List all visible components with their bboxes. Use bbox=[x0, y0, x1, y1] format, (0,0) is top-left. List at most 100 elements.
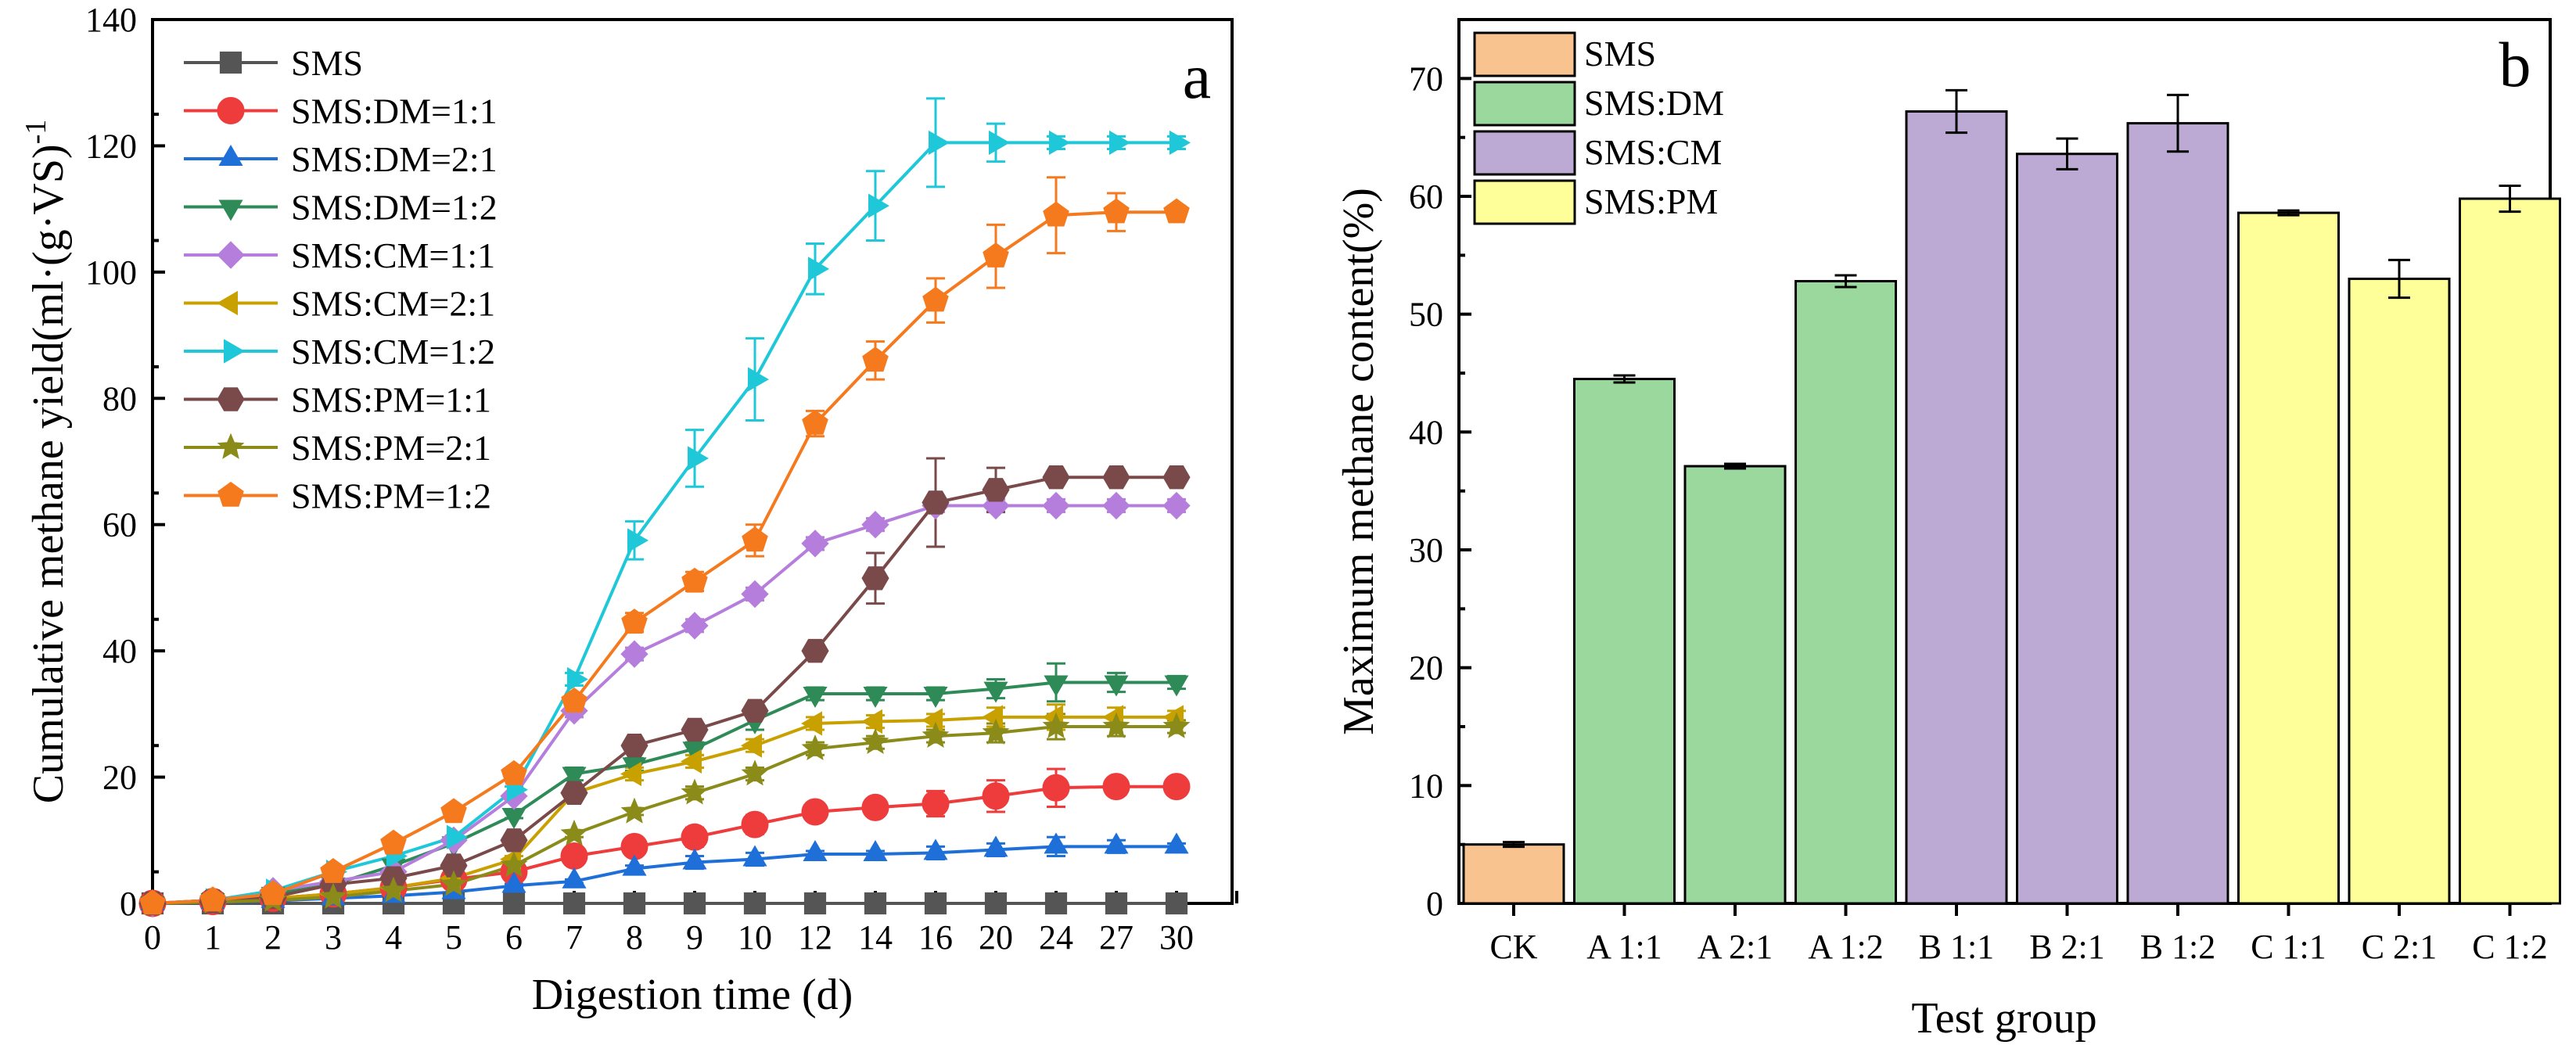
data-point-sms-pm-2-1 bbox=[620, 797, 648, 824]
y-tick-label-a: 100 bbox=[85, 253, 137, 292]
data-point-sms-pm-1-2 bbox=[139, 889, 166, 915]
bar-b-2-1 bbox=[2016, 153, 2118, 905]
data-point-sms bbox=[743, 892, 767, 915]
data-point-sms-pm-1-2 bbox=[862, 346, 889, 372]
x-tick-label-a-1-2: A 1:2 bbox=[1808, 928, 1884, 966]
y-tick-label-a: 40 bbox=[102, 632, 137, 670]
data-point-sms-cm-1-1 bbox=[801, 530, 829, 558]
series-markers-a bbox=[138, 130, 1191, 918]
data-point-sms-pm-1-1 bbox=[1102, 465, 1130, 490]
legend-swatch-sms-pm bbox=[1473, 179, 1576, 225]
legend-label-sms-cm-1-1: SMS:CM=1:1 bbox=[291, 235, 495, 275]
data-point-sms-dm-1-1 bbox=[801, 798, 829, 826]
maximum-methane-content-bar-chart: 0 10 20 30 40 50 60 70 CK A 1:1 A 2:1 A 1:2 B 1:1 B 2… bbox=[1335, 18, 2561, 1043]
data-point-sms-pm-2-1 bbox=[982, 718, 1010, 745]
legend-b: SMS SMS:DM SMS:CM SMS:PM bbox=[1473, 31, 1724, 225]
data-point-sms-pm-1-2 bbox=[983, 242, 1009, 267]
x-tick-label-c-2-1: C 2:1 bbox=[2362, 928, 2438, 966]
legend-label-sms-cm-1-2: SMS:CM=1:2 bbox=[291, 332, 495, 372]
data-point-sms-dm-1-1 bbox=[741, 810, 769, 838]
x-tick-label-a: 0 bbox=[144, 918, 161, 957]
data-point-sms-pm-2-1 bbox=[1162, 712, 1191, 738]
bar-a-2-1 bbox=[1683, 465, 1787, 905]
x-tick-label-a: 8 bbox=[626, 918, 643, 957]
data-point-sms bbox=[864, 892, 887, 915]
data-point-sms-cm-1-2 bbox=[808, 257, 830, 282]
data-point-sms-pm-1-1 bbox=[500, 828, 528, 853]
y-tick-label-a: 0 bbox=[120, 885, 137, 923]
data-point-sms-dm-2-1 bbox=[622, 854, 647, 876]
data-point-sms-dm-1-2 bbox=[803, 687, 828, 709]
data-point-sms-cm-1-1 bbox=[861, 510, 889, 539]
legend-label-sms-dm-2-1: SMS:DM=2:1 bbox=[291, 139, 498, 179]
data-point-sms-pm-2-1 bbox=[801, 734, 829, 761]
legend-label-sms-pm-1-2: SMS:PM=1:2 bbox=[291, 476, 491, 516]
x-tick-label-a: 20 bbox=[979, 918, 1013, 957]
legend-marker-sms bbox=[219, 51, 243, 74]
data-point-sms-dm-2-1 bbox=[742, 845, 767, 867]
bar-c-1-1 bbox=[2237, 211, 2340, 905]
bars-b bbox=[1462, 110, 2561, 905]
data-point-sms-cm-1-1 bbox=[741, 580, 769, 609]
x-tick-label-a: 7 bbox=[566, 918, 583, 957]
bar-ck bbox=[1462, 843, 1565, 905]
data-point-sms-dm-2-1 bbox=[682, 848, 707, 870]
data-point-sms-cm-1-2 bbox=[748, 367, 769, 392]
data-point-sms-pm-1-2 bbox=[1043, 201, 1069, 227]
x-tick-label-a: 16 bbox=[918, 918, 953, 957]
data-point-sms-dm-1-1 bbox=[982, 782, 1010, 810]
data-point-sms-cm-1-2 bbox=[688, 446, 709, 471]
data-point-sms-dm-1-1 bbox=[681, 823, 709, 851]
data-point-sms-cm-1-2 bbox=[989, 130, 1011, 155]
data-point-sms-pm-1-2 bbox=[561, 688, 587, 713]
y-tick-label-a: 140 bbox=[85, 1, 137, 39]
data-point-sms-cm-1-1 bbox=[1162, 491, 1191, 520]
data-point-sms-dm-2-1 bbox=[863, 839, 888, 861]
x-tick-label-a: 24 bbox=[1039, 918, 1073, 957]
data-point-sms bbox=[1044, 892, 1068, 915]
data-point-sms-dm-1-1 bbox=[560, 842, 588, 870]
data-point-sms-dm-1-2 bbox=[1104, 675, 1129, 697]
data-point-sms-dm-2-1 bbox=[983, 835, 1008, 857]
data-point-sms bbox=[803, 892, 827, 915]
series-line-sms-cm-2-1 bbox=[152, 715, 1177, 905]
data-point-sms-cm-1-2 bbox=[929, 130, 950, 155]
y-tick-label-a: 20 bbox=[102, 759, 137, 797]
x-tick-label-a-2-1: A 2:1 bbox=[1698, 928, 1773, 966]
data-point-sms-dm-2-1 bbox=[1044, 832, 1069, 854]
data-point-sms-pm-1-1 bbox=[982, 478, 1010, 502]
data-point-sms-cm-2-1 bbox=[740, 733, 762, 758]
legend-marker-sms-cm-1-2 bbox=[224, 339, 246, 364]
data-point-sms-cm-1-2 bbox=[1049, 130, 1071, 155]
x-axis-title-b: Test group bbox=[1911, 994, 2096, 1043]
legend-label-sms-cm: SMS:CM bbox=[1584, 132, 1722, 172]
x-tick-label-a: 27 bbox=[1099, 918, 1134, 957]
data-point-sms-dm-1-1 bbox=[922, 789, 950, 817]
x-tick-label-a: 3 bbox=[325, 918, 342, 957]
data-point-sms-pm-1-2 bbox=[380, 829, 407, 855]
x-tick-label-a: 10 bbox=[738, 918, 772, 957]
legend-marker-sms-pm-2-1 bbox=[217, 433, 245, 459]
data-point-sms-dm-1-2 bbox=[1164, 675, 1189, 697]
axis-ticks-b: 0 10 20 30 40 50 60 70 CK A 1:1 A 2:1 A 1:2 B 1:1 B 2… bbox=[1409, 18, 2548, 966]
data-point-sms-cm-2-1 bbox=[801, 711, 822, 736]
error-bars-b bbox=[1503, 88, 2521, 849]
data-point-sms-cm-1-2 bbox=[1169, 130, 1191, 155]
data-point-sms-pm-1-1 bbox=[1162, 465, 1191, 490]
data-point-sms bbox=[562, 892, 586, 915]
legend-label-sms: SMS bbox=[291, 43, 363, 83]
x-tick-label-a: 5 bbox=[445, 918, 462, 957]
data-point-sms-cm-2-1 bbox=[922, 708, 943, 733]
y-tick-label-b: 30 bbox=[1409, 531, 1443, 569]
data-point-sms-pm-1-1 bbox=[681, 717, 709, 742]
data-point-sms-pm-1-2 bbox=[1163, 198, 1190, 224]
y-axis-title-b: Maximum methane content(%) bbox=[1335, 188, 1383, 735]
x-tick-label-a: 14 bbox=[858, 918, 893, 957]
data-point-sms-dm-1-2 bbox=[1044, 675, 1069, 697]
data-point-sms-pm-2-1 bbox=[1042, 712, 1070, 738]
data-point-sms-dm-2-1 bbox=[1104, 832, 1129, 854]
data-point-sms-pm-1-2 bbox=[802, 409, 828, 435]
x-tick-label-b-1-2: B 1:2 bbox=[2140, 928, 2216, 966]
x-tick-label-a-1-1: A 1:1 bbox=[1586, 928, 1662, 966]
